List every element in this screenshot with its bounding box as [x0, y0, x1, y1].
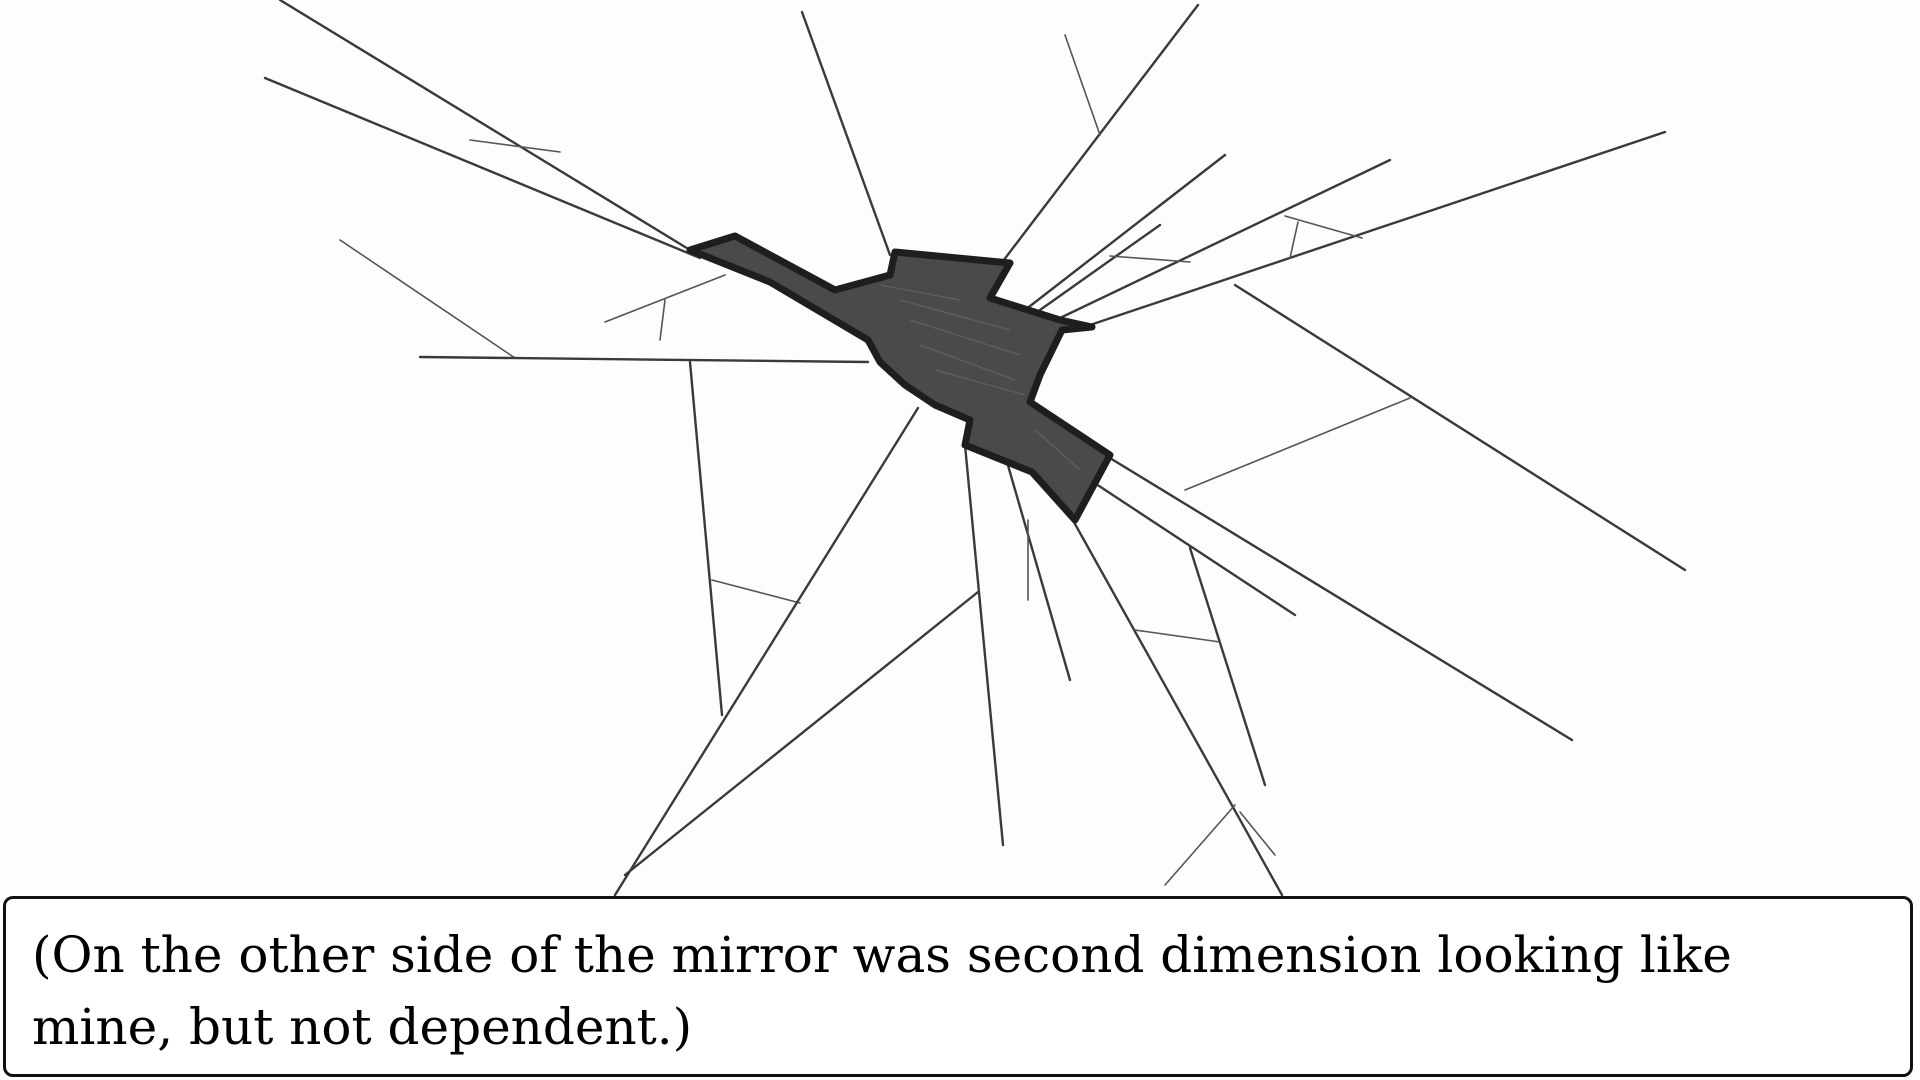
impact-hole	[686, 232, 1114, 524]
dialogue-box[interactable]: (On the other side of the mirror was sec…	[3, 896, 1913, 1077]
crack-lines	[263, 0, 1687, 897]
dialogue-text: (On the other side of the mirror was sec…	[32, 926, 1732, 1056]
